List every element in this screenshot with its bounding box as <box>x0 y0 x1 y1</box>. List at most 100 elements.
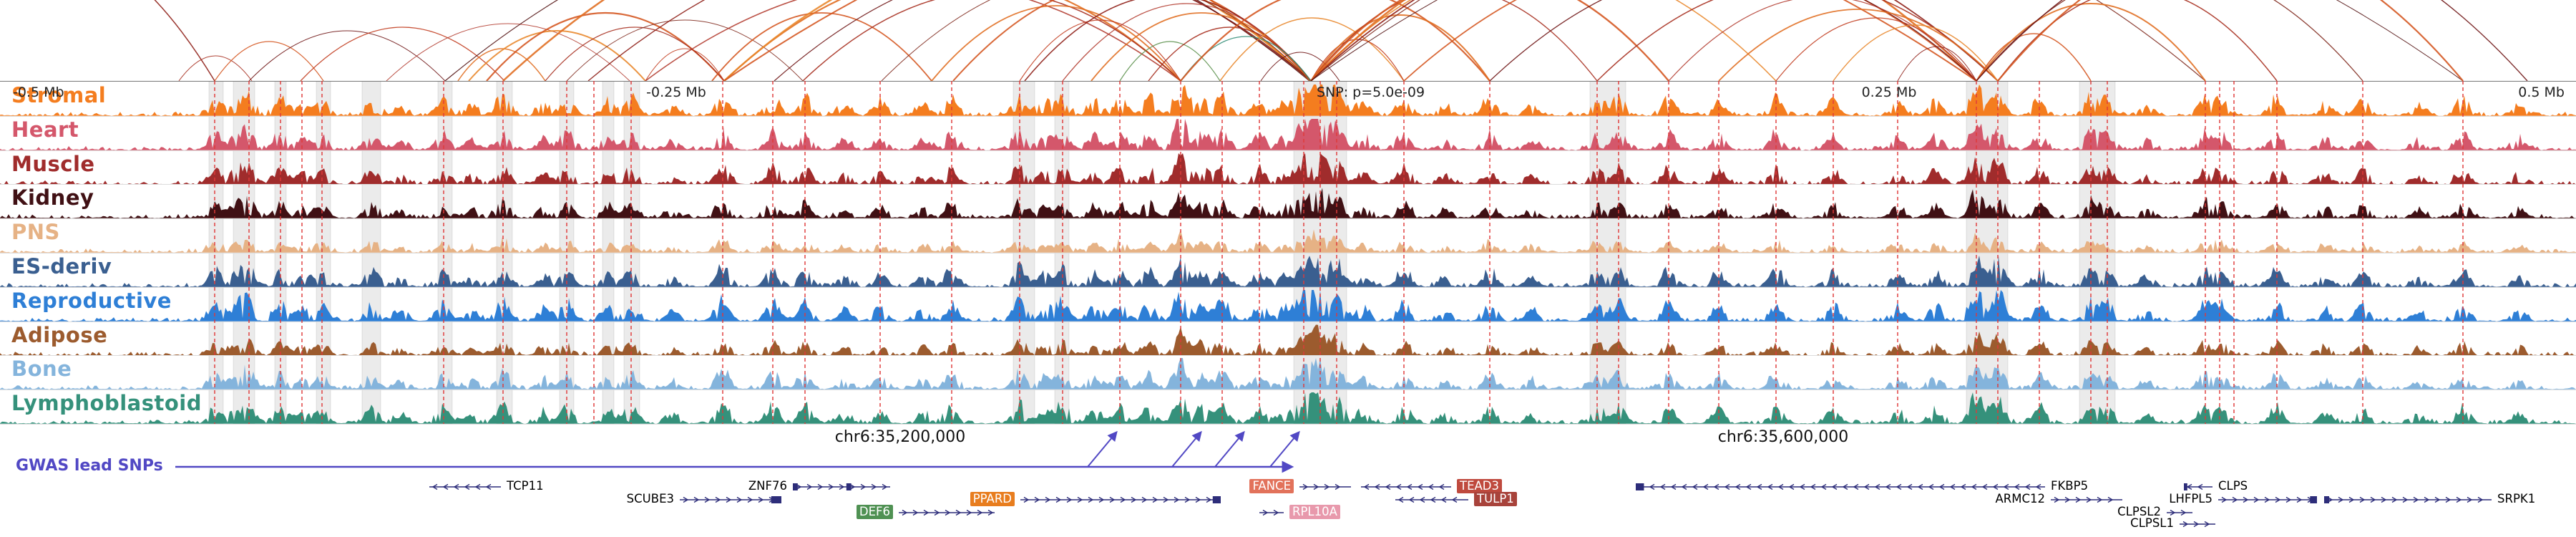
interaction-arc <box>1833 24 1999 82</box>
strand-chevron-icon <box>1724 483 1730 490</box>
interaction-arc <box>1260 52 1340 82</box>
interaction-arc <box>248 30 446 82</box>
strand-chevron-icon <box>1066 496 1073 503</box>
strand-chevron-icon <box>1451 496 1458 503</box>
exon-box <box>771 496 781 503</box>
ruler-label-right: 0.5 Mb <box>2518 84 2565 100</box>
strand-chevron-icon <box>1045 496 1051 503</box>
interaction-arc <box>645 48 725 82</box>
strand-chevron-icon <box>715 496 721 503</box>
strand-chevron-icon <box>485 483 492 490</box>
interaction-arc <box>802 0 1181 82</box>
strand-chevron-icon <box>2391 496 2398 503</box>
interaction-arc <box>723 0 1312 82</box>
strand-chevron-icon <box>882 483 888 490</box>
track-signal <box>0 153 2576 185</box>
strand-chevron-icon <box>2402 496 2409 503</box>
strand-chevron-icon <box>977 509 983 516</box>
strand-chevron-icon <box>2348 496 2355 503</box>
interaction-arc <box>1180 0 1491 82</box>
strand-chevron-icon <box>2456 496 2462 503</box>
strand-chevron-icon <box>987 509 994 516</box>
interaction-arc <box>1219 17 1405 82</box>
strand-chevron-icon <box>1649 483 1655 490</box>
strand-chevron-icon <box>1363 483 1370 490</box>
strand-chevron-icon <box>683 496 689 503</box>
strand-chevron-icon <box>1077 496 1083 503</box>
strand-chevron-icon <box>1206 496 1212 503</box>
interaction-arcs-panel <box>154 0 2528 82</box>
gene-label-clpsl2: CLPSL2 <box>2117 505 2161 518</box>
snp-pvalue-label: SNP: p=5.0e-09 <box>1317 84 1425 100</box>
strand-chevron-icon <box>1992 483 1999 490</box>
interaction-arc <box>1119 41 1221 82</box>
coordinate-label-left: chr6:35,200,000 <box>834 428 966 446</box>
strand-chevron-icon <box>2097 496 2103 503</box>
strand-chevron-icon <box>1938 483 1945 490</box>
track-signal <box>0 358 2576 390</box>
strand-chevron-icon <box>806 483 813 490</box>
interaction-arc <box>645 0 1181 82</box>
interaction-arc <box>1489 0 1977 82</box>
gene-label-clpsl1: CLPSL1 <box>2130 516 2174 530</box>
interaction-arc <box>214 41 324 82</box>
coordinate-label-right: chr6:35,600,000 <box>1717 428 1849 446</box>
strand-chevron-icon <box>1174 496 1180 503</box>
gene-label-scube3: SCUBE3 <box>626 492 674 505</box>
strand-chevron-icon <box>2445 496 2451 503</box>
strand-chevron-icon <box>1184 496 1191 503</box>
strand-chevron-icon <box>1088 496 1094 503</box>
strand-chevron-icon <box>453 483 459 490</box>
strand-chevron-icon <box>828 483 834 490</box>
track-row-stromal: Stromal <box>0 82 2576 117</box>
gene-clps <box>2184 483 2212 490</box>
lead-snp-arrow-icon <box>1087 430 1118 468</box>
gene-fance <box>1299 483 1351 490</box>
exon-box <box>846 483 852 490</box>
strand-chevron-icon <box>1324 483 1330 490</box>
track-signal <box>0 118 2576 150</box>
strand-chevron-icon <box>2035 483 2041 490</box>
interaction-arc <box>154 0 215 82</box>
strand-chevron-icon <box>955 509 962 516</box>
strand-chevron-icon <box>747 496 753 503</box>
gene-label-def6: DEF6 <box>856 505 893 519</box>
exon-box <box>2310 496 2317 503</box>
exon-box <box>2324 496 2330 503</box>
strand-chevron-icon <box>2170 509 2176 516</box>
track-signal <box>0 188 2576 219</box>
track-row-bone: Bone <box>0 355 2576 391</box>
strand-chevron-icon <box>1810 483 1816 490</box>
gene-label-tulp1: TULP1 <box>1474 492 1517 506</box>
strand-chevron-icon <box>2182 521 2189 528</box>
interaction-arc <box>178 55 253 82</box>
interaction-arc <box>1897 46 1977 82</box>
track-signal <box>0 289 2576 321</box>
strand-chevron-icon <box>1842 483 1848 490</box>
strand-chevron-icon <box>1438 483 1445 490</box>
ruler-label-left: -0.5 Mb <box>13 84 64 100</box>
strand-chevron-icon <box>1670 483 1677 490</box>
gene-def6 <box>899 509 995 516</box>
gene-label-fance: FANCE <box>1249 479 1294 493</box>
strand-chevron-icon <box>1874 483 1880 490</box>
gene-lhfpl5 <box>2218 496 2317 503</box>
interaction-arc <box>711 12 932 82</box>
track-label-heart: Heart <box>11 117 79 142</box>
strand-chevron-icon <box>1428 483 1434 490</box>
strand-chevron-icon <box>2285 496 2292 503</box>
strand-chevron-icon <box>464 483 470 490</box>
track-label-pns: PNS <box>11 220 60 245</box>
gene-label-lhfpl5: LHFPL5 <box>2169 492 2212 505</box>
gene-label-tcp11: TCP11 <box>507 479 544 493</box>
track-label-kidney: Kidney <box>11 185 94 211</box>
strand-chevron-icon <box>1430 496 1436 503</box>
strand-chevron-icon <box>693 496 700 503</box>
strand-chevron-icon <box>1863 483 1870 490</box>
gene-armc12 <box>2051 496 2122 503</box>
exon-box <box>2184 483 2187 490</box>
strand-chevron-icon <box>736 496 743 503</box>
strand-chevron-icon <box>704 496 711 503</box>
strand-chevron-icon <box>2370 496 2376 503</box>
